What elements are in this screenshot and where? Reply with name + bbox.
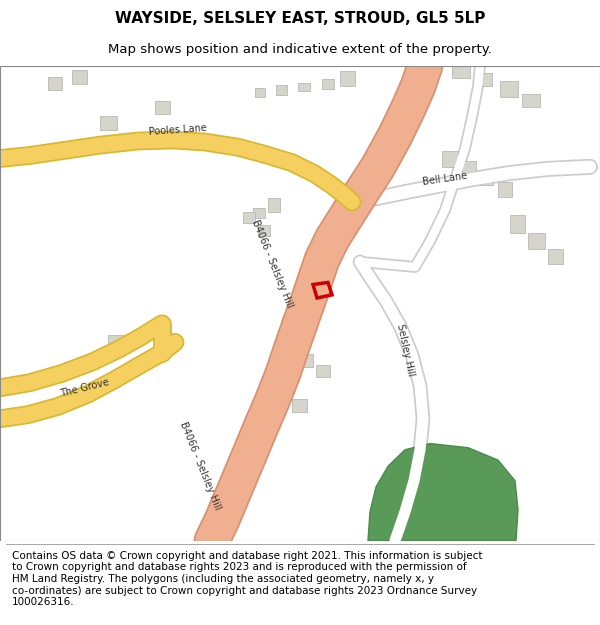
Text: WAYSIDE, SELSLEY EAST, STROUD, GL5 5LP: WAYSIDE, SELSLEY EAST, STROUD, GL5 5LP (115, 11, 485, 26)
Polygon shape (72, 70, 87, 84)
Text: The Grove: The Grove (59, 377, 110, 399)
Polygon shape (243, 213, 255, 222)
Polygon shape (298, 83, 310, 91)
Text: B4066 - Selsley Hill: B4066 - Selsley Hill (250, 218, 294, 309)
Polygon shape (368, 444, 518, 541)
Text: Bell Lane: Bell Lane (422, 171, 468, 187)
Polygon shape (510, 216, 525, 233)
Polygon shape (442, 151, 458, 167)
Polygon shape (100, 116, 117, 129)
Text: Contains OS data © Crown copyright and database right 2021. This information is : Contains OS data © Crown copyright and d… (12, 551, 482, 607)
Text: Selsley Hill: Selsley Hill (395, 322, 415, 377)
Polygon shape (340, 71, 355, 86)
Text: Pooles Lane: Pooles Lane (149, 122, 208, 137)
Polygon shape (522, 94, 540, 107)
Polygon shape (152, 319, 168, 334)
Polygon shape (268, 198, 280, 212)
Polygon shape (316, 365, 330, 378)
Polygon shape (498, 182, 512, 197)
Text: B4066 - Selsley Hill: B4066 - Selsley Hill (178, 421, 222, 512)
Polygon shape (322, 79, 334, 89)
Polygon shape (253, 208, 265, 219)
Polygon shape (258, 224, 270, 236)
Polygon shape (298, 354, 313, 367)
Polygon shape (548, 249, 563, 264)
Polygon shape (276, 85, 287, 94)
Polygon shape (500, 81, 518, 97)
Polygon shape (292, 399, 307, 411)
Polygon shape (255, 88, 265, 97)
Polygon shape (528, 233, 545, 249)
Polygon shape (475, 73, 492, 86)
Polygon shape (452, 66, 470, 78)
Text: Map shows position and indicative extent of the property.: Map shows position and indicative extent… (108, 42, 492, 56)
Polygon shape (48, 77, 62, 91)
Polygon shape (108, 335, 125, 349)
Polygon shape (480, 171, 493, 186)
Polygon shape (462, 161, 476, 175)
Polygon shape (155, 101, 170, 114)
